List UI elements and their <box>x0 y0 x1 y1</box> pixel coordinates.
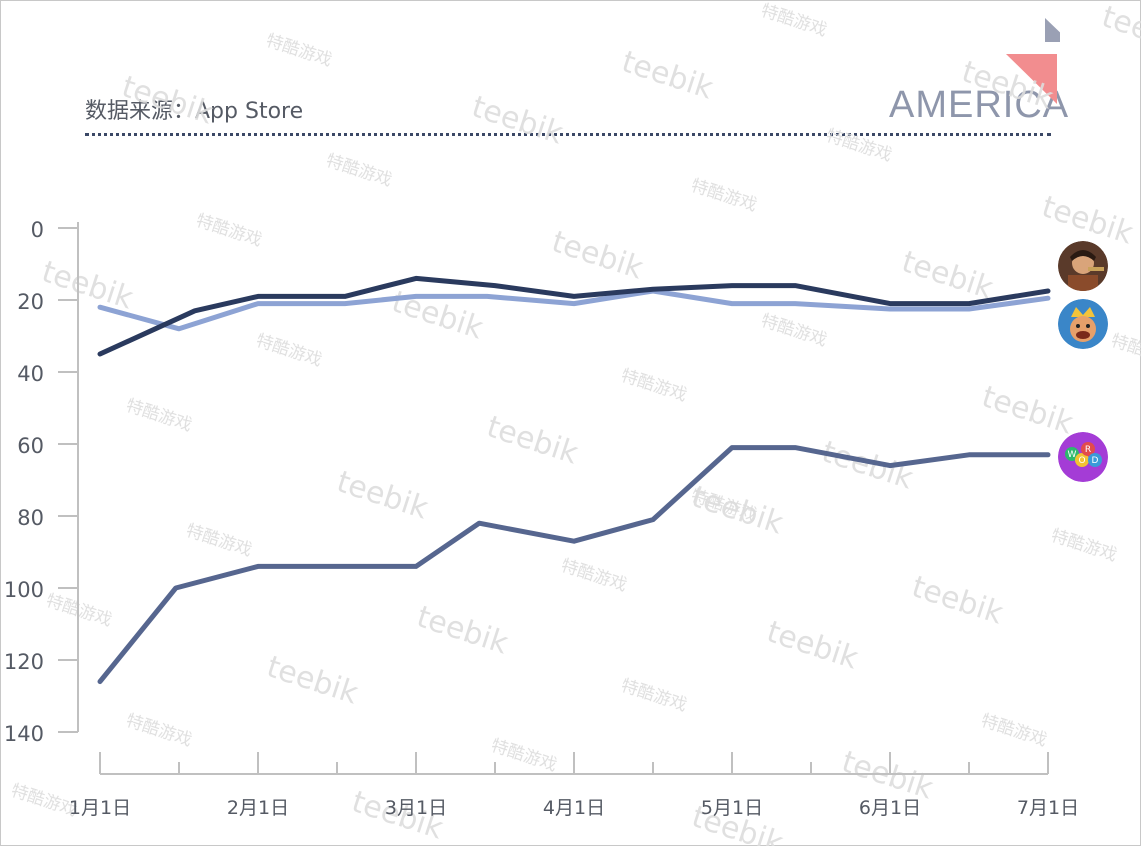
cn-watermark: 特酷游戏 <box>488 736 559 776</box>
series-line-game-dark <box>97 275 1051 357</box>
cn-watermark: 特酷游戏 <box>183 521 254 561</box>
cn-watermark: 特酷游戏 <box>978 711 1049 751</box>
cn-watermark: 特酷游戏 <box>688 176 759 216</box>
teebik-watermark: teebik <box>118 69 218 131</box>
chart-axes: 0 20 40 60 80 100 120 140 1月1日 2月1日 3月1日 4月1日 5月1日 6月… <box>4 218 1079 819</box>
svg-text:O: O <box>1078 456 1085 466</box>
svg-text:D: D <box>1092 456 1099 466</box>
gray-triangle-icon <box>1045 18 1060 42</box>
cn-watermark: 特酷游戏 <box>253 331 324 371</box>
series-line-game-light <box>97 288 1051 332</box>
chart-series <box>97 275 1051 685</box>
word-icon: W O R D <box>1058 432 1108 482</box>
teebik-watermark: teebik <box>908 569 1008 631</box>
pink-triangle-icon <box>1006 54 1057 104</box>
cn-watermark: 特酷游戏 <box>823 126 894 166</box>
teebik-watermark: teebik <box>333 464 433 526</box>
cn-watermark: 特酷游戏 <box>758 311 829 351</box>
teebik-watermark: teebik <box>763 614 863 676</box>
teebik-watermark: teebik <box>1098 0 1141 62</box>
header-divider <box>85 133 1051 136</box>
cn-watermark: 特酷游戏 <box>263 31 334 71</box>
y-tick-label: 100 <box>4 578 44 602</box>
x-tick-label: 2月1日 <box>227 797 289 819</box>
teebik-watermark: teebik <box>548 224 648 286</box>
series-line-game-word <box>97 445 1051 685</box>
cn-watermark: 特酷游戏 <box>1048 526 1119 566</box>
corner-triangles-logo <box>1006 18 1060 104</box>
teebik-watermark: teebik <box>958 54 1058 116</box>
cn-watermark: 特酷游戏 <box>618 366 689 406</box>
x-tick-label: 1月1日 <box>69 797 131 819</box>
region-label: AMERICA <box>889 84 1070 126</box>
cn-watermark: 特酷游戏 <box>618 676 689 716</box>
teebik-watermark: teebik <box>413 599 513 661</box>
teebik-watermark: teebik <box>978 379 1078 441</box>
svg-text:W: W <box>1068 450 1077 460</box>
x-tick-label: 5月1日 <box>701 797 763 819</box>
y-tick-label: 40 <box>17 362 44 386</box>
warrior-icon <box>1058 241 1108 291</box>
teebik-watermark: teebik <box>38 254 138 316</box>
x-tick-label: 6月1日 <box>859 797 921 819</box>
teebik-watermark: teebik <box>483 409 583 471</box>
x-tick-label: 4月1日 <box>543 797 605 819</box>
cn-watermark: 特酷游戏 <box>193 211 264 251</box>
watermark-layer: teebik teebik teebik teebik teebik teebik teeb… <box>8 0 1141 846</box>
teebik-watermark: teebik <box>468 89 568 151</box>
x-tick-label: 7月1日 <box>1017 797 1079 819</box>
svg-text:R: R <box>1085 445 1091 455</box>
cn-watermark: 特酷游戏 <box>558 556 629 596</box>
teebik-watermark: teebik <box>388 284 488 346</box>
x-tick-label: 3月1日 <box>385 797 447 819</box>
king-icon <box>1058 299 1108 349</box>
teebik-watermark: teebik <box>263 649 363 711</box>
y-tick-label: 0 <box>31 218 44 242</box>
cn-watermark: 特酷游戏 <box>1108 331 1141 371</box>
cn-watermark: 特酷游戏 <box>323 151 394 191</box>
data-source-label: 数据来源：App Store <box>85 99 304 124</box>
y-tick-label: 140 <box>4 722 44 746</box>
cn-watermark: 特酷游戏 <box>123 396 194 436</box>
y-tick-label: 120 <box>4 650 44 674</box>
y-tick-label: 80 <box>17 506 44 530</box>
cn-watermark: 特酷游戏 <box>123 711 194 751</box>
teebik-watermark: teebik <box>618 44 718 106</box>
teebik-watermark: teebik <box>898 244 998 306</box>
y-tick-label: 20 <box>17 290 44 314</box>
y-tick-label: 60 <box>17 434 44 458</box>
cn-watermark: 特酷游戏 <box>758 1 829 41</box>
